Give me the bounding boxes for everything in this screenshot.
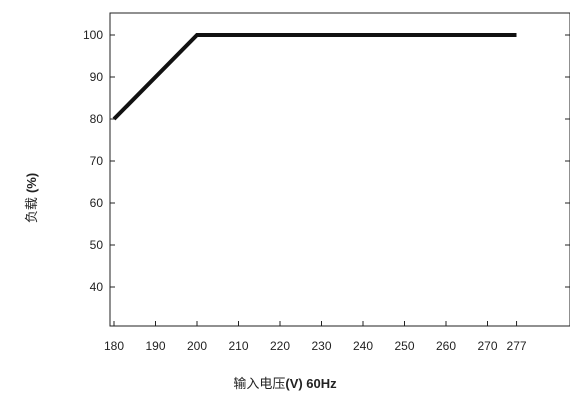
x-tick-label: 200 <box>187 339 207 353</box>
y-tick-label: 70 <box>90 154 104 168</box>
x-tick-label: 277 <box>507 339 527 353</box>
y-tick-label: 60 <box>90 196 104 210</box>
x-tick-label: 180 <box>104 339 124 353</box>
x-tick-label: 230 <box>311 339 331 353</box>
plot-frame <box>109 12 570 327</box>
x-tick-label: 270 <box>477 339 497 353</box>
series-group <box>112 33 517 121</box>
y-axis-title-bold: (%) <box>24 173 39 193</box>
series-line <box>112 33 517 121</box>
x-tick-label: 210 <box>228 339 248 353</box>
y-axis-title: 负载 (%) <box>24 173 40 223</box>
x-tick-label: 240 <box>353 339 373 353</box>
y-axis-title-text: 负载 <box>25 193 40 223</box>
x-tick-label: 220 <box>270 339 290 353</box>
x-tick-label: 260 <box>436 339 456 353</box>
x-tick-label: 190 <box>145 339 165 353</box>
y-tick-label: 100 <box>83 28 103 42</box>
y-tick-label: 90 <box>90 70 104 84</box>
x-axis-title-text: 输入电压 <box>233 376 285 392</box>
y-tick-label: 40 <box>90 280 104 294</box>
x-axis-title-bold: (V) 60Hz <box>285 376 337 391</box>
x-tick-label: 250 <box>394 339 414 353</box>
y-axis-ticks: 40 50 60 70 80 90 100 <box>83 28 570 294</box>
y-tick-label: 80 <box>90 112 104 126</box>
x-axis-title: 输入电压(V) 60Hz <box>233 376 337 392</box>
x-axis-ticks: 180 190 200 210 220 230 240 250 260 270 277 <box>104 321 527 353</box>
y-tick-label: 50 <box>90 238 104 252</box>
